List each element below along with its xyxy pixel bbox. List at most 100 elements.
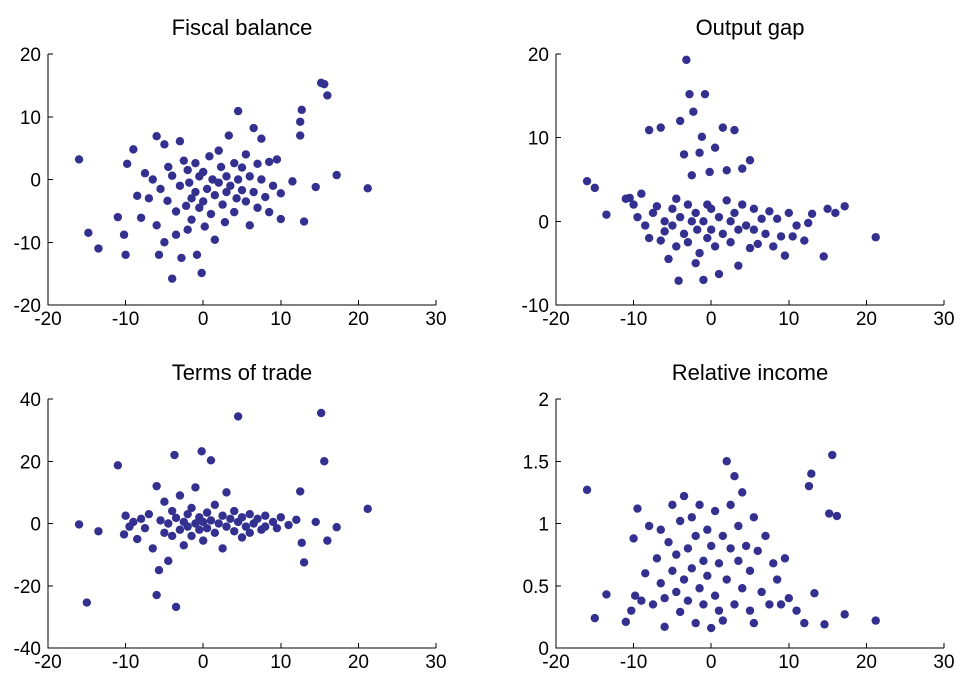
scatter-point	[323, 91, 332, 100]
scatter-point	[237, 185, 247, 195]
scatter-point	[160, 140, 169, 149]
scatter-point	[804, 481, 814, 491]
scatter-point	[682, 55, 691, 65]
scatter-point	[140, 523, 150, 533]
scatter-point	[820, 620, 829, 629]
scatter-point	[679, 575, 689, 584]
x-tick-label: -20	[34, 652, 61, 673]
scatter-point	[171, 207, 181, 216]
scatter-point	[253, 203, 262, 212]
scatter-point	[800, 236, 809, 245]
scatter-point	[691, 208, 700, 218]
scatter-point	[233, 106, 243, 116]
scatter-point	[691, 531, 700, 541]
scatter-point	[730, 471, 739, 481]
scatter-point	[621, 617, 631, 627]
scatter-point	[679, 150, 689, 159]
scatter-point	[722, 575, 731, 584]
scatter-point	[656, 579, 665, 588]
scatter-point	[749, 225, 759, 234]
y-tick-label: 0	[30, 515, 41, 536]
scatter-point	[222, 488, 231, 497]
x-tick-label: 10	[778, 652, 799, 673]
scatter-point	[311, 517, 320, 527]
scatter-point	[695, 148, 704, 157]
scatter-point	[122, 159, 132, 169]
scatter-point	[726, 544, 735, 553]
x-tick-label: -10	[620, 652, 647, 673]
scatter-point	[810, 589, 819, 598]
scatter-point	[191, 158, 200, 168]
scatter-point	[284, 520, 293, 530]
scatter-point	[276, 513, 285, 522]
scatter-point	[831, 208, 840, 218]
scatter-point	[652, 554, 662, 563]
scatter-point	[136, 213, 146, 222]
x-tick-label: -20	[34, 309, 61, 330]
scatter-point	[154, 565, 164, 575]
scatter-point	[276, 214, 285, 224]
scatter-point	[187, 215, 196, 224]
scatter-point	[167, 171, 177, 180]
x-tick-label: -20	[542, 309, 569, 330]
scatter-point	[363, 184, 372, 193]
scatter-point	[195, 525, 204, 534]
scatter-point	[152, 590, 161, 600]
scatter-point	[685, 89, 694, 99]
scatter-point	[871, 616, 880, 625]
x-tick-label: -10	[112, 652, 139, 673]
scatter-point	[363, 504, 372, 514]
scatter-point	[710, 242, 720, 251]
scatter-point	[772, 575, 782, 584]
scatter-point	[323, 536, 332, 545]
scatter-point	[226, 181, 235, 190]
scatter-point	[210, 500, 220, 510]
scatter-point	[237, 163, 247, 172]
panel-fiscal-balance: Fiscal balance -20 -10 0 10 20 30 -20 -10 0 10 20	[14, 15, 447, 330]
scatter-point	[257, 175, 266, 184]
scatter-point	[772, 214, 782, 224]
x-tick-label: 20	[348, 652, 369, 673]
panel-title: Relative income	[672, 360, 829, 385]
scatter-point	[226, 514, 235, 524]
scatter-point	[183, 522, 192, 531]
scatter-point	[710, 506, 720, 516]
scatter-point	[230, 527, 239, 536]
y-tick-label: 20	[20, 45, 41, 66]
scatter-point	[703, 525, 712, 534]
scatter-point	[718, 229, 728, 239]
y-tick-label: 0	[30, 171, 41, 192]
scatter-point	[675, 116, 685, 126]
scatter-point	[660, 227, 669, 236]
scatter-point	[644, 233, 654, 243]
scatter-point	[257, 134, 266, 143]
scatter-point	[191, 519, 200, 528]
scatter-point	[656, 123, 665, 132]
scatter-point	[644, 125, 654, 135]
scatter-point	[749, 513, 759, 522]
scatter-point	[214, 178, 223, 187]
scatter-point	[630, 591, 640, 600]
scatter-point	[230, 506, 239, 516]
scatter-point	[170, 450, 179, 460]
scatter-point	[164, 162, 173, 172]
scatter-point	[675, 516, 685, 526]
scatter-point	[675, 607, 685, 617]
scatter-point	[214, 519, 223, 528]
scatter-point	[753, 546, 762, 556]
scatter-point	[299, 217, 309, 226]
y-tick-label: -40	[14, 639, 41, 660]
scatter-point	[167, 506, 177, 516]
scatter-point	[224, 131, 234, 140]
scatter-point	[660, 594, 669, 603]
x-tick-label: 10	[270, 652, 291, 673]
scatter-point	[185, 178, 194, 187]
scatter-point	[241, 197, 251, 206]
scatter-point	[726, 217, 735, 226]
scatter-point	[272, 155, 282, 164]
scatter-point	[84, 228, 93, 238]
scatter-point	[765, 600, 774, 609]
scatter-point	[205, 152, 214, 161]
scatter-point	[660, 217, 669, 226]
scatter-point	[788, 232, 797, 241]
